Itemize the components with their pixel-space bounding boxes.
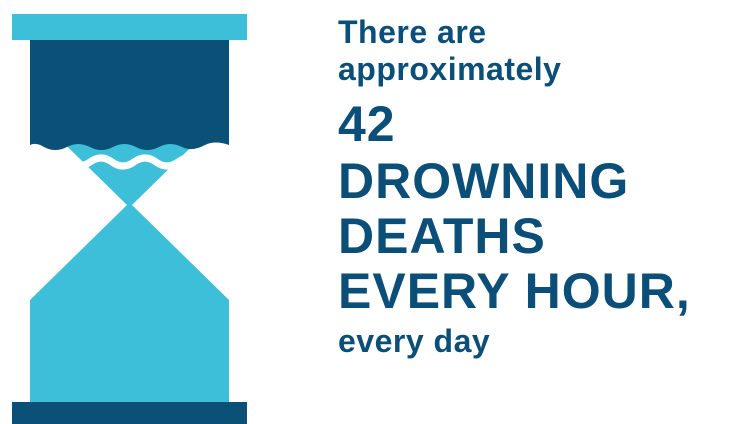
statement-line-6: EVERY HOUR, (338, 263, 691, 319)
hourglass-upper-water (30, 40, 229, 150)
hourglass-icon (12, 14, 247, 424)
statement-line-7: every day (338, 323, 491, 359)
statement-text: There are approximately 42 DROWNING DEAT… (338, 10, 728, 357)
hourglass-wave (49, 154, 212, 170)
statement-line-2: approximately (338, 51, 562, 87)
statement-number: 42 (338, 96, 396, 152)
hourglass-bottom-cap (12, 402, 247, 424)
statement-line-5: DEATHS (338, 208, 546, 264)
hourglass-top-cap (12, 14, 247, 40)
statement-line-4: DROWNING (338, 153, 630, 209)
statement-line-1: There are (338, 14, 487, 50)
